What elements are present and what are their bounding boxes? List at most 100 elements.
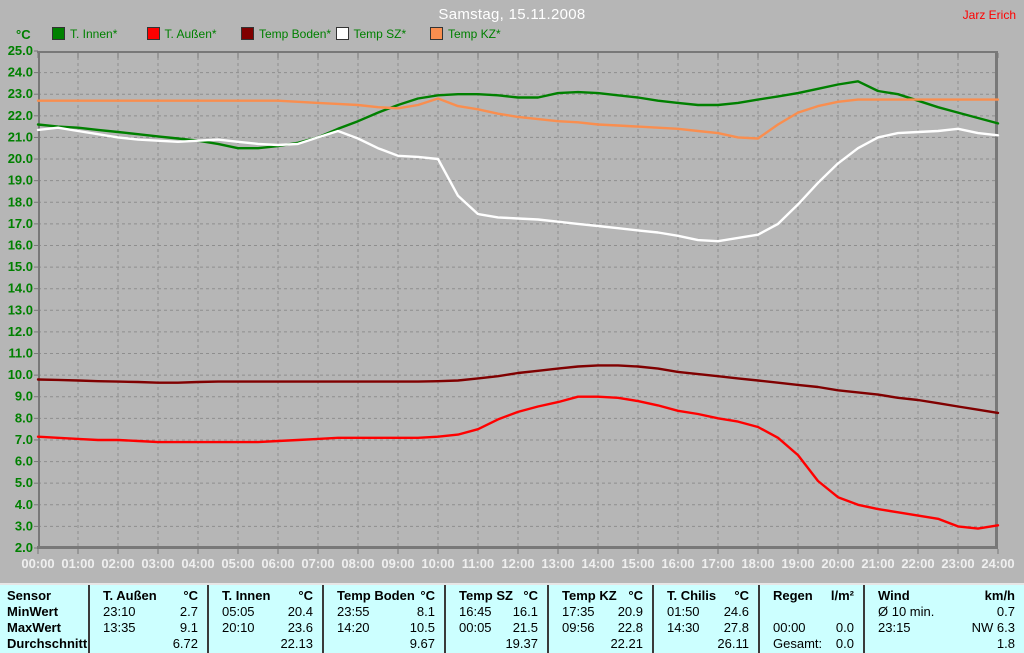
stats-row-label: MaxWert — [0, 620, 88, 636]
stats-column-t-innen: T. Innen °C 05:05 20.4 20:10 23.6 22.13 — [207, 585, 322, 653]
stats-max-row: 20:10 23.6 — [209, 620, 322, 636]
stats-max-row: 13:35 9.1 — [90, 620, 207, 636]
y-axis-tick-label: 25.0 — [8, 43, 33, 58]
y-axis-tick-label: 6.0 — [15, 454, 33, 469]
sensor-unit: km/h — [984, 588, 1015, 603]
stat-time-cell: 23:15 — [878, 620, 911, 635]
sensor-unit: °C — [420, 588, 435, 603]
y-axis-tick-label: 9.0 — [15, 389, 33, 404]
stats-avg-row: 6.72 — [90, 636, 207, 652]
stats-column-header: T. Chilis °C — [654, 588, 758, 604]
temperature-chart: 25.0 24.0 23.0 22.0 21.0 20.0 19.0 18.0 17.0 16.0… — [8, 43, 1015, 571]
x-axis-tick-label: 09:00 — [381, 556, 414, 571]
stats-column-header: Temp KZ °C — [549, 588, 652, 604]
stat-time-cell: 13:35 — [103, 620, 136, 635]
stat-value-cell: 9.67 — [409, 636, 435, 651]
stat-value-cell: 1.8 — [996, 636, 1015, 651]
y-axis-tick-label: 21.0 — [8, 129, 33, 144]
sensor-unit: °C — [298, 588, 313, 603]
y-axis-tick-label: 24.0 — [8, 65, 33, 80]
legend-item-2: T. Außen* — [146, 26, 217, 41]
y-axis-tick-label: 10.0 — [8, 367, 33, 382]
x-axis-tick-label: 11:00 — [462, 556, 495, 571]
axis-ticks — [34, 50, 999, 554]
stats-column-regen: Regen l/m² 00:00 0.0 Gesamt: 0.0 — [758, 585, 863, 653]
row-label-text: MaxWert — [7, 620, 61, 635]
x-axis-tick-label: 10:00 — [421, 556, 454, 571]
stats-table: Sensor MinWert MaxWert Durchschnitt T. Außen… — [0, 583, 1024, 653]
stats-max-row: 00:05 21.5 — [446, 620, 547, 636]
sensor-unit: °C — [734, 588, 749, 603]
stat-value-cell: 0.7 — [996, 604, 1015, 619]
stat-value-cell: 16.1 — [512, 604, 538, 619]
stats-min-row: 17:35 20.9 — [549, 604, 652, 620]
x-axis-tick-label: 20:00 — [821, 556, 854, 571]
stat-value-cell: 6.72 — [172, 636, 198, 651]
y-axis-tick-label: 3.0 — [15, 518, 33, 533]
y-axis-tick-label: 15.0 — [8, 259, 33, 274]
stat-value-cell: 22.21 — [610, 636, 643, 651]
x-axis-tick-label: 08:00 — [341, 556, 374, 571]
stat-value-cell: 21.5 — [512, 620, 538, 635]
stat-value-cell: 10.5 — [409, 620, 435, 635]
legend-item-5: Temp KZ* — [430, 26, 501, 41]
legend-item-label: T. Außen* — [164, 26, 217, 41]
y-axis-tick-label: 23.0 — [8, 86, 33, 101]
y-axis-tick-label: 16.0 — [8, 237, 33, 252]
x-axis-tick-label: 06:00 — [261, 556, 294, 571]
x-axis-tick-label: 19:00 — [781, 556, 814, 571]
user-label: Jarz Erich — [962, 8, 1016, 22]
sensor-name: Regen — [773, 588, 813, 603]
y-axis-tick-label: 2.0 — [15, 540, 33, 555]
x-axis-labels: 00:00 01:00 02:00 03:00 04:00 05:00 06:00 07:00… — [21, 556, 1014, 571]
y-axis-tick-label: 13.0 — [8, 302, 33, 317]
stats-max-row: 09:56 22.8 — [549, 620, 652, 636]
legend-item-label: T. Innen* — [70, 26, 118, 41]
x-axis-tick-label: 01:00 — [61, 556, 94, 571]
y-axis-tick-label: 18.0 — [8, 194, 33, 209]
x-axis-tick-label: 24:00 — [981, 556, 1014, 571]
stat-value-cell: 22.13 — [280, 636, 313, 651]
sensor-name: T. Innen — [222, 588, 271, 603]
sensor-unit: l/m² — [830, 588, 854, 603]
y-axis-unit-label: °C — [16, 27, 31, 42]
x-axis-tick-label: 13:00 — [541, 556, 574, 571]
x-axis-tick-label: 12:00 — [501, 556, 534, 571]
stat-time-cell: 09:56 — [562, 620, 595, 635]
stats-avg-row: Gesamt: 0.0 — [760, 636, 863, 652]
y-axis-tick-label: 12.0 — [8, 324, 33, 339]
sensor-name: Wind — [878, 588, 910, 603]
legend-item-label: Temp SZ* — [353, 26, 407, 41]
stat-time-cell: 05:05 — [222, 604, 255, 619]
x-axis-tick-label: 14:00 — [581, 556, 614, 571]
stats-avg-row: 22.21 — [549, 636, 652, 652]
legend-color-swatch — [430, 27, 443, 40]
x-axis-tick-label: 04:00 — [181, 556, 214, 571]
sensor-name: T. Außen — [103, 588, 157, 603]
x-axis-tick-label: 17:00 — [701, 556, 734, 571]
stats-column-header: Regen l/m² — [760, 588, 863, 604]
stat-value-cell: 26.11 — [717, 636, 749, 651]
series-line-temp-sz — [36, 126, 1000, 243]
legend-item-4: Temp SZ* — [335, 26, 407, 41]
stat-value-cell: NW 6.3 — [971, 620, 1015, 635]
stat-time-cell: 00:05 — [459, 620, 492, 635]
stats-column-temp-boden: Temp Boden °C 23:55 8.1 14:20 10.5 9.67 — [322, 585, 444, 653]
y-axis-tick-label: 14.0 — [8, 281, 33, 296]
x-axis-tick-label: 22:00 — [901, 556, 934, 571]
stat-value-cell: 9.1 — [179, 620, 198, 635]
stats-min-row: 23:10 2.7 — [90, 604, 207, 620]
sensor-unit: °C — [523, 588, 538, 603]
stat-time-cell: 16:45 — [459, 604, 492, 619]
stats-column-t-außen: T. Außen °C 23:10 2.7 13:35 9.1 6.72 — [88, 585, 207, 653]
stats-column-t-chilis: T. Chilis °C 01:50 24.6 14:30 27.8 26.11 — [652, 585, 758, 653]
legend-item-label: Temp KZ* — [448, 26, 501, 41]
x-axis-tick-label: 07:00 — [301, 556, 334, 571]
stat-time-cell: 14:30 — [667, 620, 700, 635]
stats-max-row: 00:00 0.0 — [760, 620, 863, 636]
stat-value-cell: 0.0 — [835, 636, 854, 651]
sensor-unit: °C — [183, 588, 198, 603]
stat-time-cell: Gesamt: — [773, 636, 823, 651]
legend-color-swatch — [52, 27, 65, 40]
